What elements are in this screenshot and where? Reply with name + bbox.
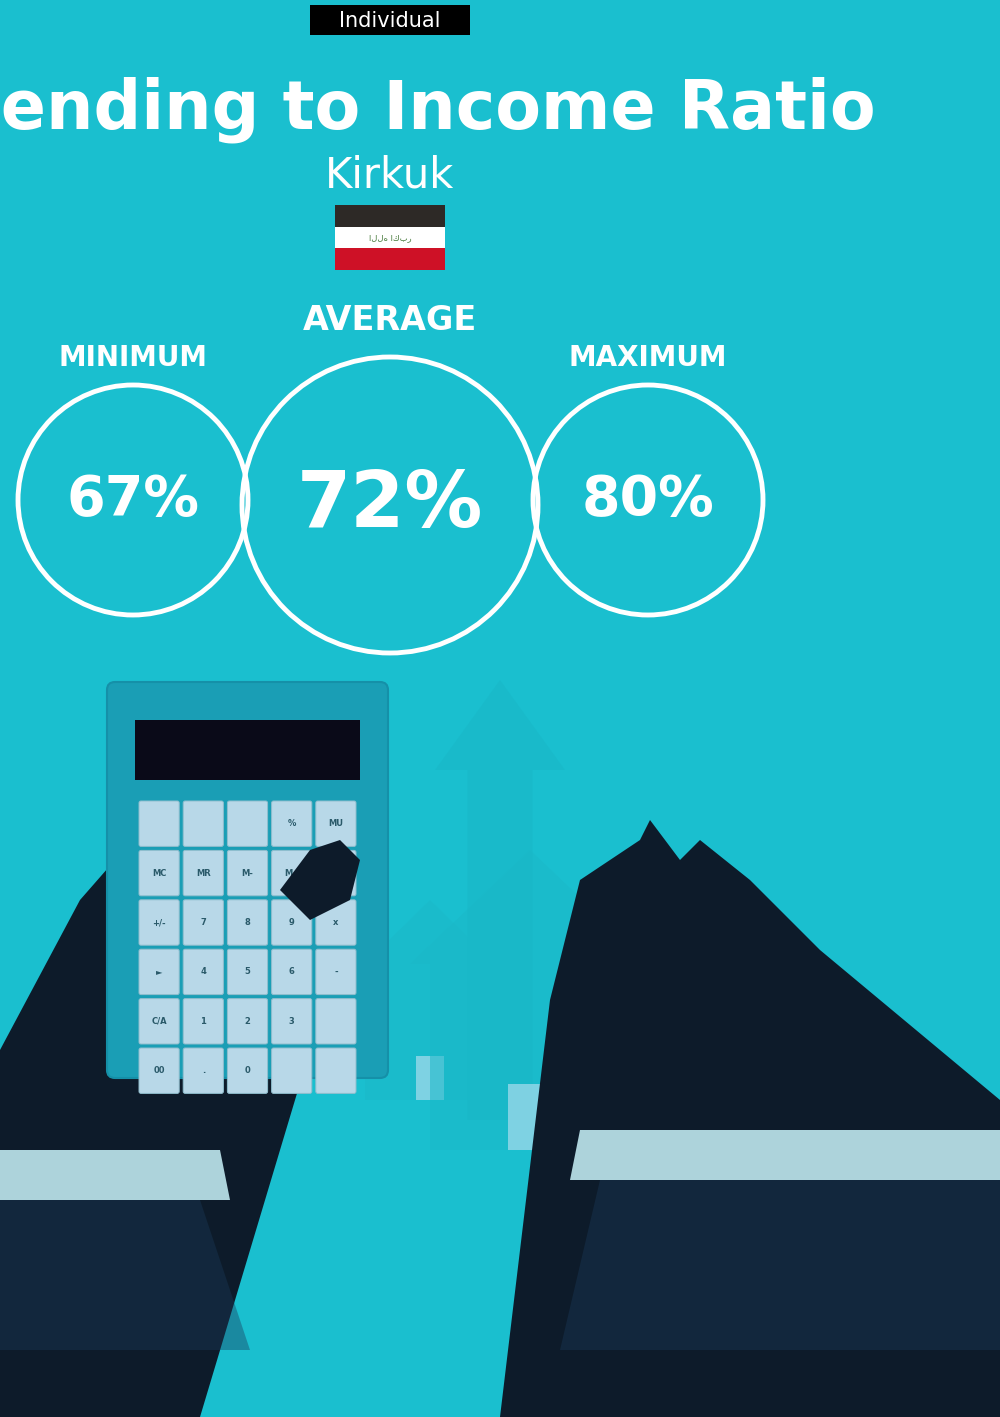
- Polygon shape: [0, 1151, 230, 1200]
- FancyBboxPatch shape: [183, 801, 223, 846]
- Bar: [578, 992, 602, 1010]
- Text: +/-: +/-: [152, 918, 166, 927]
- Polygon shape: [435, 680, 565, 1119]
- FancyBboxPatch shape: [272, 999, 312, 1044]
- Text: MINIMUM: MINIMUM: [58, 344, 208, 373]
- Ellipse shape: [562, 1020, 618, 1161]
- Text: الله اكبر: الله اكبر: [369, 232, 411, 242]
- Bar: [416, 1056, 444, 1100]
- Text: Individual: Individual: [339, 11, 441, 31]
- Text: $: $: [674, 1074, 706, 1117]
- Text: C/A: C/A: [151, 1017, 167, 1026]
- Text: M+: M+: [284, 869, 299, 877]
- FancyBboxPatch shape: [139, 900, 179, 945]
- Bar: [310, 6, 470, 35]
- FancyBboxPatch shape: [139, 999, 179, 1044]
- Ellipse shape: [652, 1000, 728, 1190]
- Polygon shape: [280, 840, 360, 920]
- Text: 5: 5: [245, 968, 250, 976]
- FancyBboxPatch shape: [316, 999, 356, 1044]
- Text: 3: 3: [289, 1017, 295, 1026]
- FancyBboxPatch shape: [183, 900, 223, 945]
- Text: .: .: [202, 1066, 205, 1076]
- Bar: [595, 1168, 725, 1180]
- FancyBboxPatch shape: [316, 801, 356, 846]
- FancyBboxPatch shape: [107, 682, 388, 1078]
- Text: 8: 8: [245, 918, 250, 927]
- FancyBboxPatch shape: [227, 1049, 268, 1094]
- Bar: [335, 205, 445, 227]
- Bar: [365, 976, 495, 1100]
- FancyBboxPatch shape: [139, 850, 179, 896]
- Polygon shape: [0, 779, 310, 1417]
- Text: 4: 4: [200, 968, 206, 976]
- Text: 1: 1: [200, 1017, 206, 1026]
- Polygon shape: [560, 1180, 1000, 1350]
- Polygon shape: [250, 760, 330, 1020]
- Text: 7: 7: [200, 918, 206, 927]
- Bar: [335, 248, 445, 271]
- Text: MR: MR: [196, 869, 211, 877]
- FancyBboxPatch shape: [139, 1049, 179, 1094]
- Text: MC: MC: [152, 869, 166, 877]
- Bar: [430, 964, 630, 1151]
- Polygon shape: [410, 850, 650, 964]
- FancyBboxPatch shape: [272, 850, 312, 896]
- Text: M-: M-: [242, 869, 253, 877]
- FancyBboxPatch shape: [227, 949, 268, 995]
- FancyBboxPatch shape: [183, 949, 223, 995]
- Text: Spending to Income Ratio: Spending to Income Ratio: [0, 77, 875, 143]
- Text: x: x: [333, 918, 339, 927]
- Text: 72%: 72%: [297, 468, 483, 543]
- FancyBboxPatch shape: [227, 999, 268, 1044]
- Text: 80%: 80%: [582, 473, 714, 527]
- FancyBboxPatch shape: [183, 1049, 223, 1094]
- Text: 9: 9: [289, 918, 295, 927]
- Text: AVERAGE: AVERAGE: [303, 303, 477, 336]
- FancyBboxPatch shape: [272, 900, 312, 945]
- Polygon shape: [0, 1200, 250, 1350]
- Bar: [508, 1084, 552, 1151]
- Text: 0: 0: [245, 1066, 250, 1076]
- Bar: [585, 1168, 715, 1180]
- Text: :: :: [334, 869, 338, 877]
- FancyBboxPatch shape: [183, 850, 223, 896]
- Text: 2: 2: [245, 1017, 250, 1026]
- FancyBboxPatch shape: [272, 1049, 312, 1094]
- Text: MU: MU: [328, 819, 343, 828]
- FancyBboxPatch shape: [227, 850, 268, 896]
- Text: MAXIMUM: MAXIMUM: [569, 344, 727, 373]
- FancyBboxPatch shape: [227, 801, 268, 846]
- FancyBboxPatch shape: [316, 949, 356, 995]
- Bar: [135, 720, 360, 779]
- Polygon shape: [352, 900, 508, 976]
- Bar: [590, 1168, 720, 1180]
- Text: 6: 6: [289, 968, 295, 976]
- Text: 00: 00: [153, 1066, 165, 1076]
- FancyBboxPatch shape: [316, 1049, 356, 1094]
- FancyBboxPatch shape: [227, 900, 268, 945]
- Text: $: $: [579, 1076, 601, 1104]
- FancyBboxPatch shape: [272, 801, 312, 846]
- Bar: [580, 1168, 710, 1180]
- Text: -: -: [334, 968, 338, 976]
- FancyBboxPatch shape: [316, 850, 356, 896]
- Text: ►: ►: [156, 968, 162, 976]
- FancyBboxPatch shape: [139, 949, 179, 995]
- Polygon shape: [570, 1129, 1000, 1180]
- Text: Kirkuk: Kirkuk: [325, 154, 455, 196]
- Bar: [335, 227, 445, 248]
- FancyBboxPatch shape: [139, 801, 179, 846]
- Polygon shape: [500, 820, 1000, 1417]
- FancyBboxPatch shape: [316, 900, 356, 945]
- FancyBboxPatch shape: [272, 949, 312, 995]
- Text: %: %: [288, 819, 296, 828]
- Text: 67%: 67%: [66, 473, 200, 527]
- FancyBboxPatch shape: [183, 999, 223, 1044]
- Bar: [600, 1168, 730, 1180]
